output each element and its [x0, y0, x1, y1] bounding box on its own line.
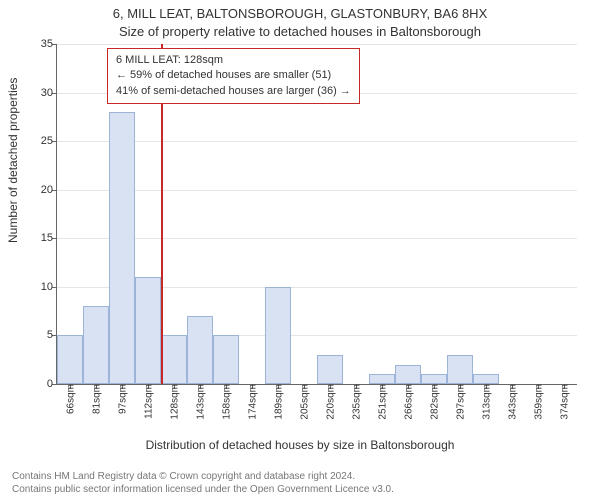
x-tick-label: 359sqm [532, 384, 545, 420]
x-tick-label: 205sqm [298, 384, 311, 420]
x-tick-label: 143sqm [194, 384, 207, 420]
chart-container: 6, MILL LEAT, BALTONSBOROUGH, GLASTONBUR… [0, 0, 600, 500]
grid-line [57, 44, 577, 45]
annotation-line: 6 MILL LEAT: 128sqm [116, 53, 351, 68]
x-tick-label: 66sqm [64, 384, 77, 414]
x-tick-label: 343sqm [506, 384, 519, 420]
y-tick-label: 35 [23, 38, 57, 50]
x-tick-label: 128sqm [168, 384, 181, 420]
bar [265, 287, 291, 384]
bar [135, 277, 161, 384]
grid-line [57, 141, 577, 142]
x-tick-label: 158sqm [220, 384, 233, 420]
x-tick-label: 297sqm [454, 384, 467, 420]
x-tick-label: 189sqm [272, 384, 285, 420]
bar [57, 335, 83, 384]
x-axis-label: Distribution of detached houses by size … [0, 438, 600, 452]
bar [447, 355, 473, 384]
y-tick-label: 20 [23, 184, 57, 196]
y-tick-label: 10 [23, 281, 57, 293]
footer-line: Contains public sector information licen… [12, 483, 588, 496]
bar [161, 335, 187, 384]
annotation-box: 6 MILL LEAT: 128sqm ← 59% of detached ho… [107, 48, 360, 104]
x-tick-label: 97sqm [116, 384, 129, 414]
x-tick-label: 235sqm [350, 384, 363, 420]
x-tick-label: 313sqm [480, 384, 493, 420]
annotation-line: 41% of semi-detached houses are larger (… [116, 84, 351, 99]
bar [213, 335, 239, 384]
x-tick-label: 266sqm [402, 384, 415, 420]
bar [369, 374, 395, 384]
x-tick-label: 174sqm [246, 384, 259, 420]
bar [317, 355, 343, 384]
y-tick-label: 30 [23, 87, 57, 99]
y-axis-label: Number of detached properties [6, 78, 20, 243]
annotation-line: ← 59% of detached houses are smaller (51… [116, 68, 351, 83]
plot-area: 0510152025303566sqm81sqm97sqm112sqm128sq… [56, 44, 577, 385]
x-tick-label: 112sqm [142, 384, 155, 419]
x-tick-label: 251sqm [376, 384, 389, 420]
page-title: 6, MILL LEAT, BALTONSBOROUGH, GLASTONBUR… [0, 6, 600, 21]
y-tick-label: 25 [23, 135, 57, 147]
footer-line: Contains HM Land Registry data © Crown c… [12, 470, 588, 483]
bar [109, 112, 135, 384]
page-subtitle: Size of property relative to detached ho… [0, 24, 600, 39]
y-tick-label: 15 [23, 232, 57, 244]
grid-line [57, 238, 577, 239]
x-tick-label: 220sqm [324, 384, 337, 420]
grid-line [57, 190, 577, 191]
y-tick-label: 5 [23, 329, 57, 341]
bar [187, 316, 213, 384]
x-tick-label: 374sqm [558, 384, 571, 420]
bar [473, 374, 499, 384]
bar [83, 306, 109, 384]
y-tick-label: 0 [23, 378, 57, 390]
x-tick-label: 81sqm [90, 384, 103, 414]
bar [395, 365, 421, 384]
x-tick-label: 282sqm [428, 384, 441, 420]
bar [421, 374, 447, 384]
footer: Contains HM Land Registry data © Crown c… [12, 470, 588, 496]
